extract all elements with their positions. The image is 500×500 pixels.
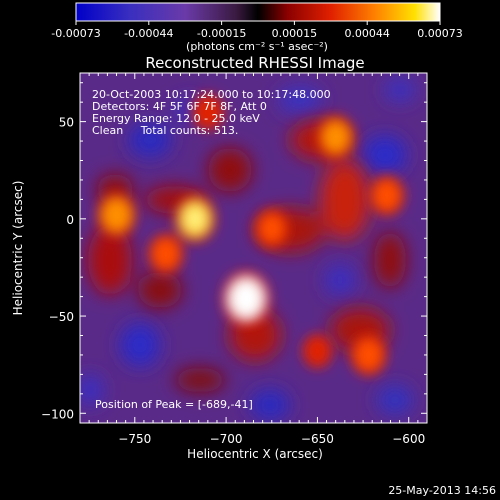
colorbar-unit-label: (photons cm⁻² s⁻¹ asec⁻²) xyxy=(186,40,328,53)
source-core xyxy=(355,340,382,370)
chart-title: Reconstructed RHESSI Image xyxy=(145,54,364,72)
source-core xyxy=(322,122,349,153)
peak-position-label: Position of Peak = [-689,-41] xyxy=(95,398,253,411)
y-tick-label: −50 xyxy=(49,310,74,324)
colorbar-tick-label: -0.00015 xyxy=(197,27,246,40)
bright-sources xyxy=(96,93,405,376)
x-tick-label: −750 xyxy=(118,432,151,446)
heatmap-image xyxy=(80,73,427,423)
colorbar-tick-label: 0.00044 xyxy=(344,27,390,40)
source-peak xyxy=(236,286,256,311)
x-axis-label: Heliocentric X (arcsec) xyxy=(187,447,323,461)
source-core xyxy=(260,215,284,242)
annotation-time: 20-Oct-2003 10:17:24.000 to 10:17:48.000 xyxy=(92,88,331,101)
colorbar-tick-label: 0.00073 xyxy=(417,27,463,40)
source-core xyxy=(102,199,131,231)
annotation-clean: Clean Total counts: 513. xyxy=(92,124,238,137)
colorbar-ticks: -0.00073 -0.00044 -0.00015 0.00015 0.00044 0.… xyxy=(51,21,463,40)
x-axis: −750 −700 −650 −600 xyxy=(88,73,428,446)
source-peak xyxy=(186,208,204,230)
y-tick-label: −100 xyxy=(41,407,74,421)
annotation-detectors: Detectors: 4F 5F 6F 7F 8F, Att 0 xyxy=(92,100,267,113)
source-core xyxy=(307,339,328,363)
source-core xyxy=(196,99,219,125)
annotation-energy: Energy Range: 12.0 - 25.0 keV xyxy=(92,112,260,125)
colorbar xyxy=(75,2,441,22)
source-core xyxy=(374,181,400,210)
colorbar-tick-label: -0.00073 xyxy=(51,27,100,40)
y-axis-label: Heliocentric Y (arcsec) xyxy=(11,181,25,316)
x-tick-label: −700 xyxy=(210,432,243,446)
y-tick-label: 50 xyxy=(59,116,74,130)
colorbar-tick-label: 0.00015 xyxy=(272,27,318,40)
source-core xyxy=(153,239,179,268)
timestamp: 25-May-2013 14:56 xyxy=(388,484,496,497)
negative-regions xyxy=(80,78,416,421)
y-tick-label: 0 xyxy=(66,213,74,227)
y-axis: 50 0 −50 −100 xyxy=(41,82,427,421)
x-tick-label: −600 xyxy=(392,432,425,446)
colorbar-tick-label: -0.00044 xyxy=(124,27,173,40)
x-tick-label: −650 xyxy=(301,432,334,446)
